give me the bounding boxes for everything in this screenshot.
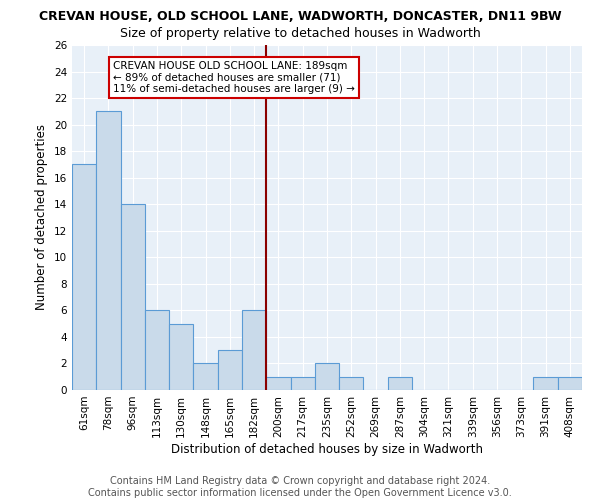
Bar (193, 364, 218, 390)
Bar (242, 310, 266, 390)
Text: CREVAN HOUSE OLD SCHOOL LANE: 189sqm
← 89% of detached houses are smaller (71)
1: CREVAN HOUSE OLD SCHOOL LANE: 189sqm ← 8… (113, 61, 355, 94)
Bar (388, 376, 412, 390)
Bar (339, 376, 364, 390)
Bar (315, 364, 339, 390)
Text: CREVAN HOUSE, OLD SCHOOL LANE, WADWORTH, DONCASTER, DN11 9BW: CREVAN HOUSE, OLD SCHOOL LANE, WADWORTH,… (38, 10, 562, 23)
Bar (121, 204, 145, 390)
Bar (558, 376, 582, 390)
X-axis label: Distribution of detached houses by size in Wadworth: Distribution of detached houses by size … (171, 442, 483, 456)
Bar (145, 310, 169, 390)
Text: Size of property relative to detached houses in Wadworth: Size of property relative to detached ho… (119, 28, 481, 40)
Y-axis label: Number of detached properties: Number of detached properties (35, 124, 49, 310)
Text: Contains HM Land Registry data © Crown copyright and database right 2024.
Contai: Contains HM Land Registry data © Crown c… (88, 476, 512, 498)
Bar (266, 376, 290, 390)
Bar (533, 376, 558, 390)
Bar (96, 112, 121, 390)
Bar (72, 164, 96, 390)
Bar (169, 324, 193, 390)
Bar (218, 350, 242, 390)
Bar (290, 376, 315, 390)
